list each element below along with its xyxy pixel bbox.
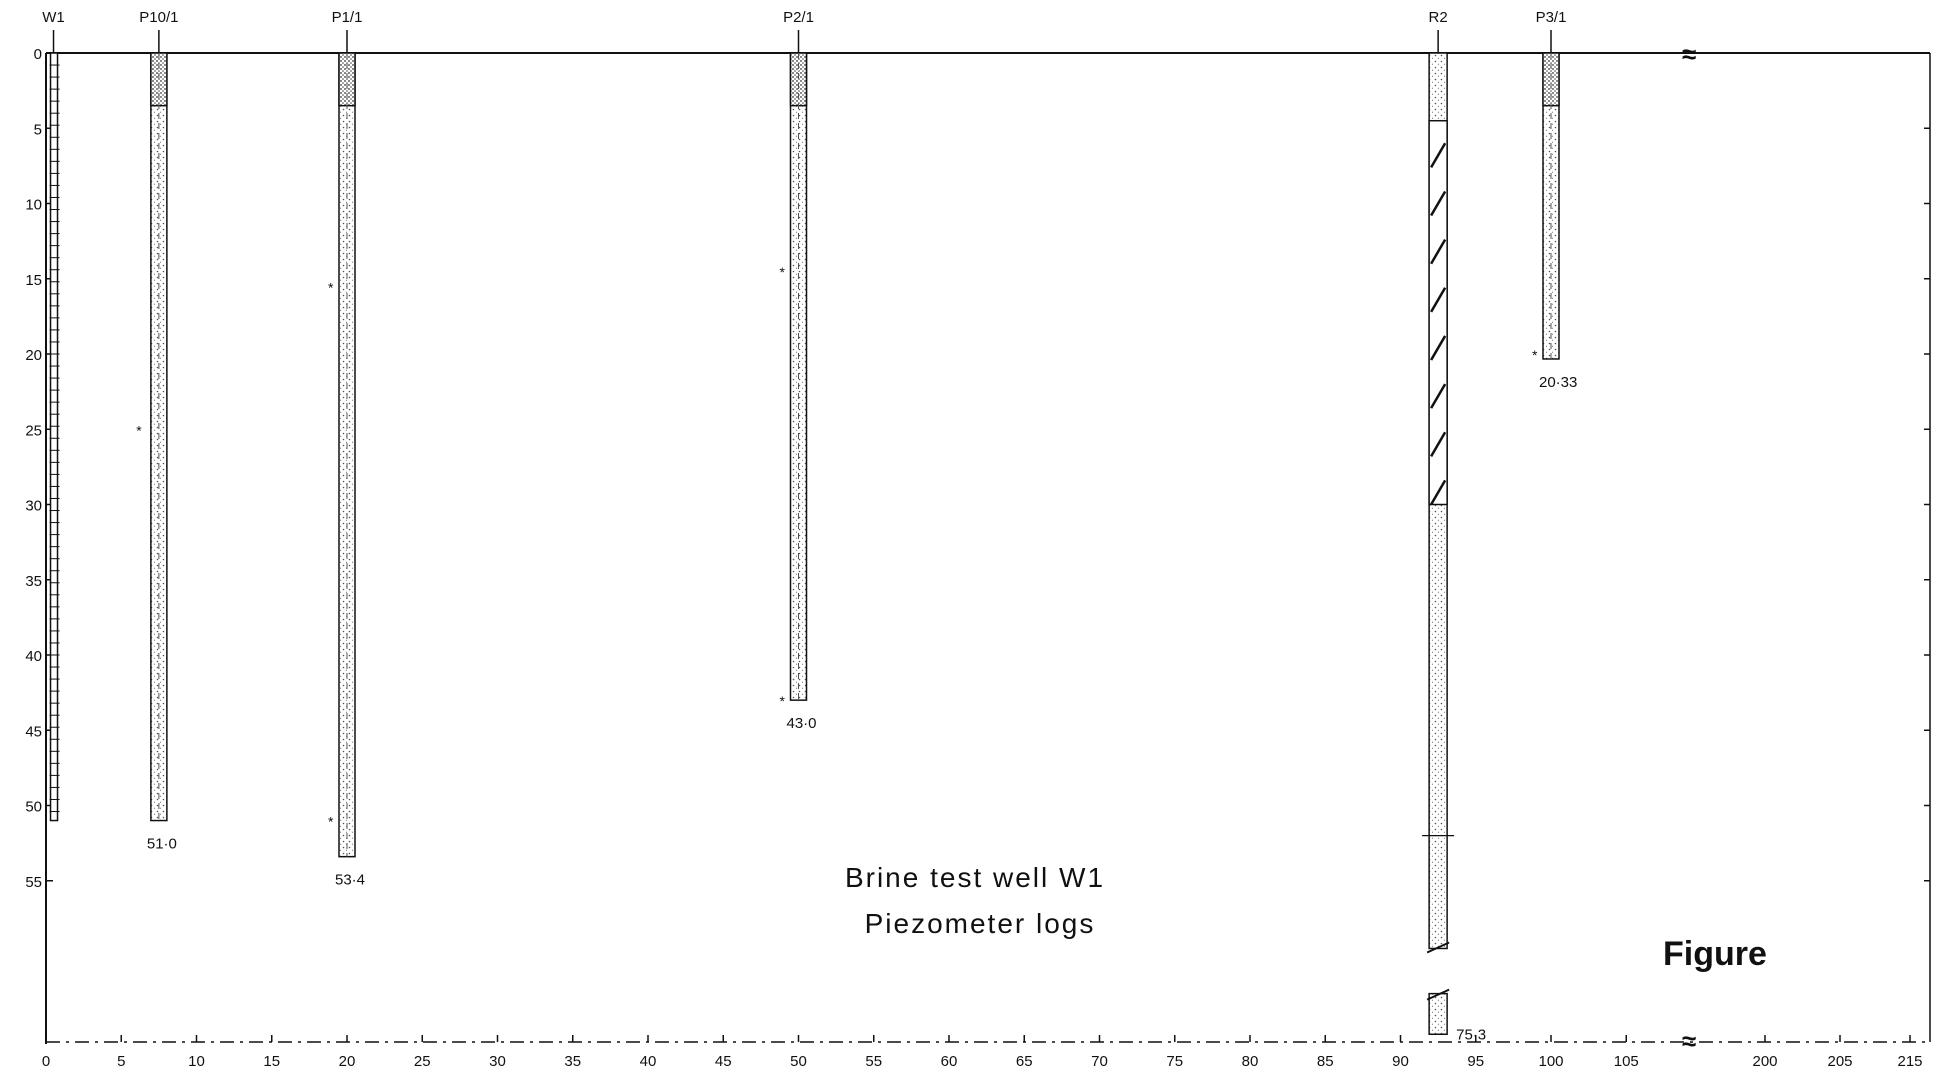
x-tick-label: 90 (1392, 1053, 1409, 1070)
x-tick-label: 100 (1538, 1053, 1563, 1070)
well-w1: W1 (42, 9, 65, 822)
x-tick-label: 50 (790, 1053, 807, 1070)
well-label: P2/1 (783, 9, 814, 26)
clay-hatch (1430, 287, 1447, 313)
x-tick-label: 70 (1091, 1053, 1108, 1070)
water-level-star: * (328, 279, 334, 295)
x-tick-label: 0 (42, 1053, 50, 1070)
depth-label: 20·33 (1539, 374, 1577, 391)
y-tick-label: 20 (25, 347, 42, 364)
x-tick-label: 25 (414, 1053, 431, 1070)
x-tick-label: 85 (1317, 1053, 1334, 1070)
clay-hatch (1430, 383, 1447, 409)
y-tick-label: 40 (25, 648, 42, 665)
clay-hatch (1430, 238, 1447, 265)
well-p1-1: P1/1 * * 53·4 (328, 9, 365, 889)
x-axis-ticks: 0 5 10 15 20 25 30 35 40 45 50 55 60 65 70 75 80 85 90 95 10… (42, 1035, 1923, 1070)
clay-hatch (1430, 142, 1447, 169)
y-tick-label: 45 (25, 723, 42, 740)
water-level-star: * (1532, 347, 1538, 363)
x-tick-label: 60 (941, 1053, 958, 1070)
depth-label: 75·3 (1456, 1026, 1486, 1043)
y-tick-label: 25 (25, 422, 42, 439)
clay-hatch (1430, 190, 1447, 217)
casing (49, 52, 59, 822)
depth-label: 51·0 (147, 836, 177, 853)
x-tick-label: 200 (1752, 1053, 1777, 1070)
well-p3-1: P3/1 *20·33 (1532, 9, 1577, 391)
title-line-2: Piezometer logs (865, 908, 1096, 939)
x-tick-label: 15 (263, 1053, 280, 1070)
x-tick-label: 20 (339, 1053, 356, 1070)
figure-label: Figure (1663, 935, 1767, 973)
water-level-star: * (780, 264, 786, 280)
well-p2-1: P2/1**43·0 (780, 9, 817, 732)
well-label: P3/1 (1536, 9, 1567, 26)
water-level-star: * (136, 422, 142, 438)
axis-break-top: ≈ (1682, 39, 1696, 69)
x-tick-label: 55 (865, 1053, 882, 1070)
well-r2: R2 75·3 (1422, 9, 1486, 1043)
depth-label: 53·4 (335, 872, 365, 889)
x-tick-label: 95 (1467, 1053, 1484, 1070)
water-level-star: * (328, 814, 334, 830)
x-tick-label: 35 (564, 1053, 581, 1070)
x-tick-label: 30 (489, 1053, 506, 1070)
y-axis-ticks: 0 5 10 15 20 25 30 35 40 45 50 55 (25, 46, 1930, 891)
water-level-star: * (780, 693, 786, 709)
x-tick-label: 10 (188, 1053, 205, 1070)
well-p10-1: P10/1 * 51·0 (136, 9, 178, 853)
borehole-column-lower (1428, 992, 1448, 1036)
break-marks (1426, 941, 1450, 1001)
y-tick-label: 35 (25, 573, 42, 590)
x-tick-label: 65 (1016, 1053, 1033, 1070)
well-label: P1/1 (332, 9, 363, 26)
y-tick-label: 50 (25, 799, 42, 816)
well-label: R2 (1429, 9, 1448, 26)
clay-layer (1428, 119, 1448, 506)
x-tick-label: 45 (715, 1053, 732, 1070)
y-tick-label: 5 (34, 121, 42, 138)
y-tick-label: 55 (25, 874, 42, 891)
x-tick-label: 215 (1897, 1053, 1922, 1070)
title-line-1: Brine test well W1 (845, 862, 1105, 893)
y-tick-label: 10 (25, 197, 42, 214)
well-label: W1 (42, 9, 65, 26)
clay-hatch (1430, 335, 1447, 361)
clay-hatch (1430, 479, 1447, 506)
y-tick-label: 30 (25, 498, 42, 515)
well-label: P10/1 (139, 9, 178, 26)
depth-label: 43·0 (787, 715, 817, 732)
clay-hatch (1430, 431, 1447, 457)
x-tick-label: 75 (1166, 1053, 1183, 1070)
well-logs: W1 P10/1*51·0P1/1**53·4P2/1**43·0R275·3P3… (42, 9, 1577, 1043)
y-tick-label: 15 (25, 272, 42, 289)
x-tick-label: 105 (1614, 1053, 1639, 1070)
x-tick-label: 40 (640, 1053, 657, 1070)
axis-break-bottom: ≈ (1682, 1026, 1696, 1056)
x-tick-label: 5 (117, 1053, 125, 1070)
y-tick-label: 0 (34, 46, 42, 63)
x-tick-label: 205 (1827, 1053, 1852, 1070)
x-tick-label: 80 (1242, 1053, 1259, 1070)
